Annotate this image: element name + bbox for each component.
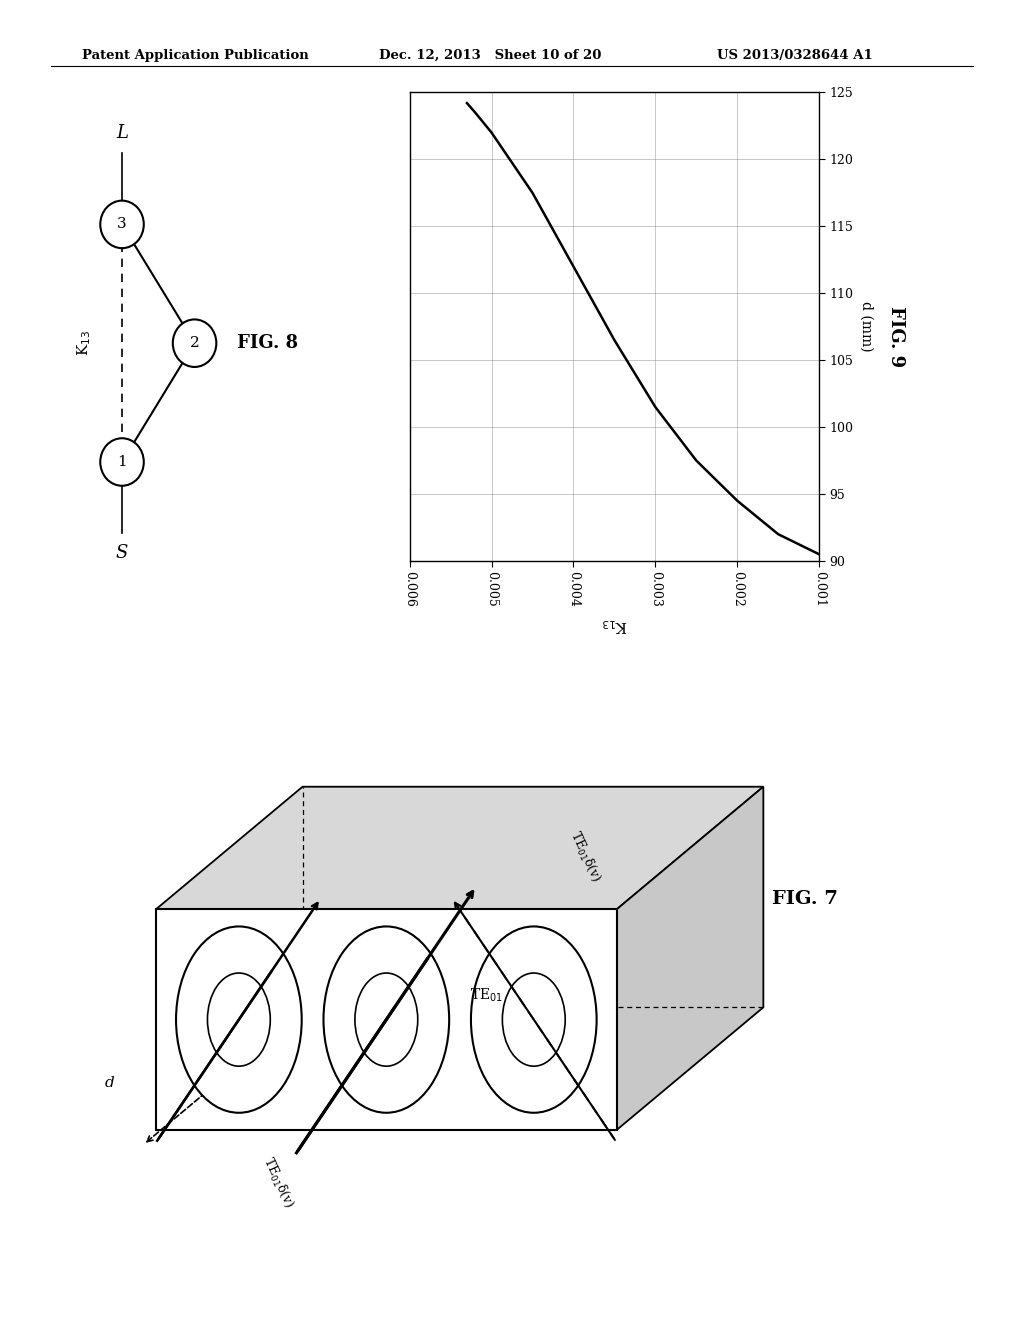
Text: 3: 3 [117,218,127,231]
Ellipse shape [100,438,143,486]
Text: S: S [116,544,128,562]
Ellipse shape [100,201,143,248]
Ellipse shape [503,973,565,1067]
Polygon shape [616,787,763,1130]
Polygon shape [156,787,763,909]
Text: Dec. 12, 2013   Sheet 10 of 20: Dec. 12, 2013 Sheet 10 of 20 [379,49,601,62]
Text: d: d [105,1076,115,1090]
Text: TE$_{01}$δ(v): TE$_{01}$δ(v) [260,1155,297,1210]
Ellipse shape [173,319,216,367]
Ellipse shape [355,973,418,1067]
Text: TE$_{01}$δ(v): TE$_{01}$δ(v) [567,829,604,884]
Text: L: L [116,124,128,143]
Text: TE$_{01}$: TE$_{01}$ [470,986,503,1003]
Ellipse shape [324,927,450,1113]
Text: Patent Application Publication: Patent Application Publication [82,49,308,62]
Text: FIG. 7: FIG. 7 [772,891,839,908]
Polygon shape [156,909,616,1130]
Text: FIG. 8: FIG. 8 [237,334,298,352]
Text: 2: 2 [189,337,200,350]
Ellipse shape [471,927,597,1113]
Text: 1: 1 [117,455,127,469]
Ellipse shape [208,973,270,1067]
Y-axis label: d (mm): d (mm) [859,301,873,352]
Text: FIG. 9: FIG. 9 [887,306,905,367]
Text: US 2013/0328644 A1: US 2013/0328644 A1 [717,49,872,62]
X-axis label: K$_{13}$: K$_{13}$ [601,615,628,634]
Ellipse shape [176,927,302,1113]
Text: K$_{13}$: K$_{13}$ [76,330,93,356]
